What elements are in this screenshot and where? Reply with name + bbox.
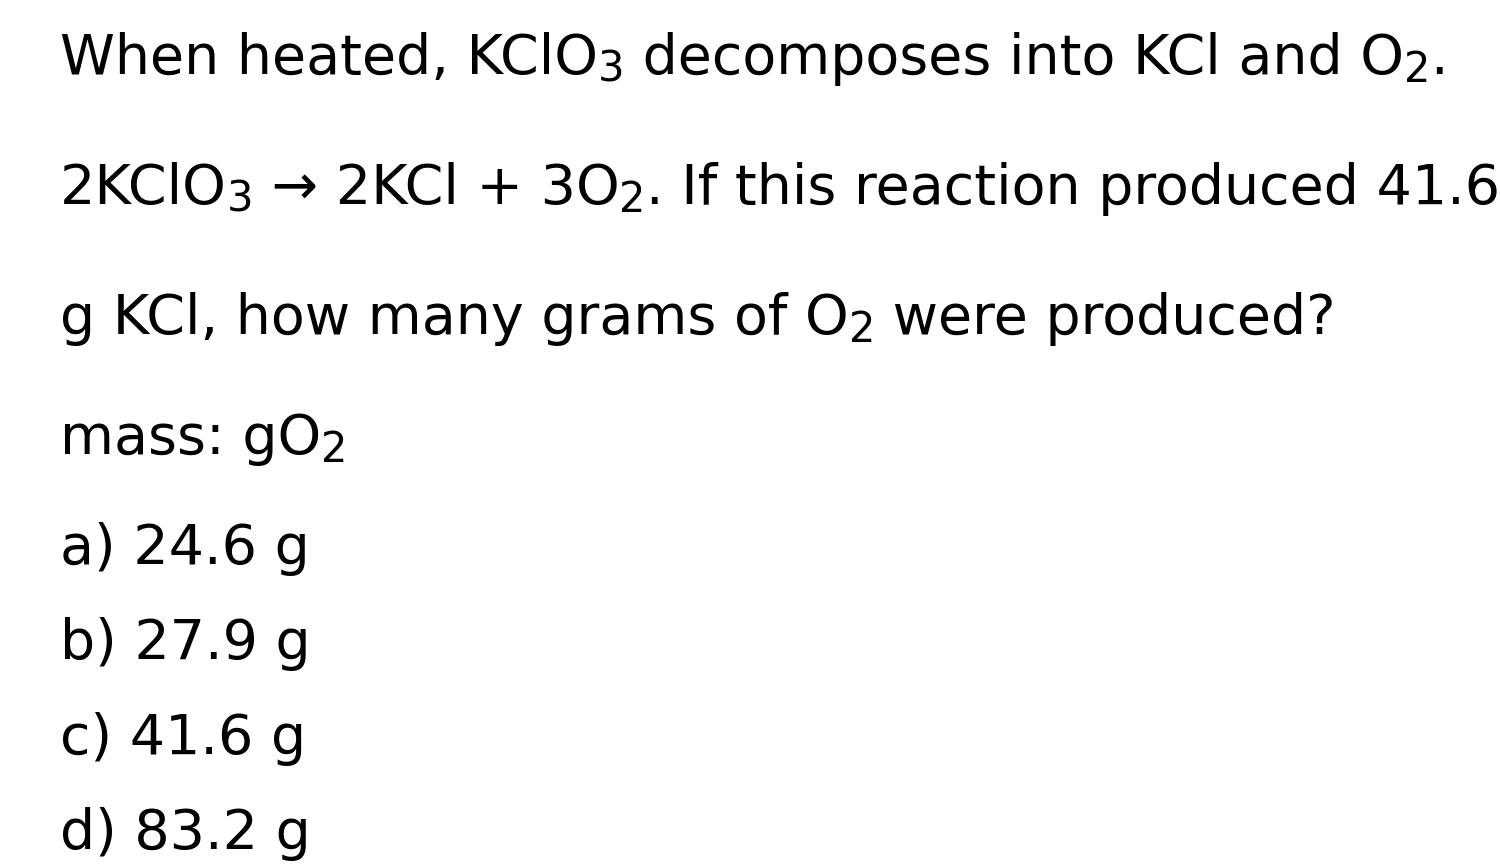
Text: a) 24.6 g: a) 24.6 g <box>60 522 309 576</box>
Text: 3: 3 <box>598 49 624 91</box>
Text: . If this reaction produced 41.6: . If this reaction produced 41.6 <box>645 162 1500 216</box>
Text: were produced?: were produced? <box>874 292 1335 346</box>
Text: b) 27.9 g: b) 27.9 g <box>60 617 310 671</box>
Text: 3: 3 <box>226 179 254 221</box>
Text: d) 83.2 g: d) 83.2 g <box>60 807 310 861</box>
Text: → 2KCl + 3O: → 2KCl + 3O <box>254 162 620 216</box>
Text: 2: 2 <box>321 429 348 471</box>
Text: g KCl, how many grams of O: g KCl, how many grams of O <box>60 292 849 346</box>
Text: When heated, KClO: When heated, KClO <box>60 32 599 86</box>
Text: 2: 2 <box>849 309 874 351</box>
Text: c) 41.6 g: c) 41.6 g <box>60 712 306 766</box>
Text: 2: 2 <box>620 179 645 221</box>
Text: 2KClO: 2KClO <box>60 162 226 216</box>
Text: decomposes into KCl and O: decomposes into KCl and O <box>624 32 1404 86</box>
Text: 2: 2 <box>1404 49 1429 91</box>
Text: mass: gO: mass: gO <box>60 412 321 466</box>
Text: .: . <box>1430 32 1448 86</box>
